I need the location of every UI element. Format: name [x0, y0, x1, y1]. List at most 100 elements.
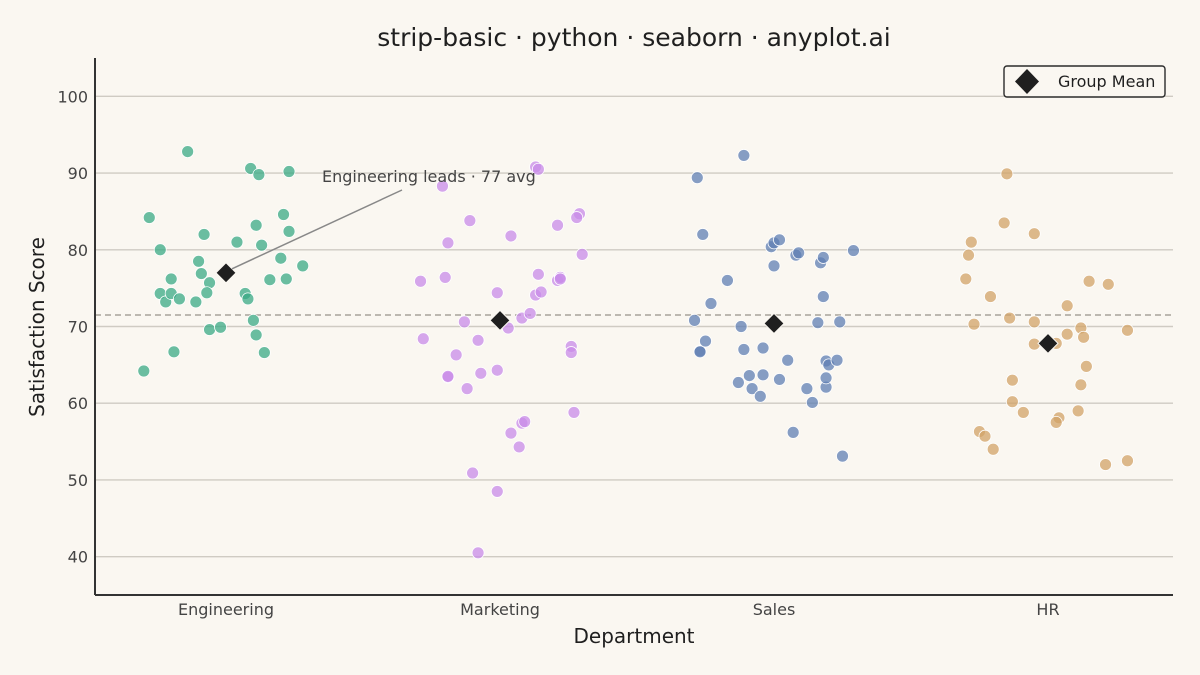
- point-marketing: [416, 332, 430, 346]
- point-hr: [1074, 378, 1088, 392]
- point-sales: [704, 297, 718, 310]
- point-hr: [1101, 277, 1115, 291]
- point-marketing: [474, 366, 488, 380]
- point-sales: [836, 449, 849, 463]
- point-marketing: [471, 546, 485, 560]
- point-engineering: [296, 259, 310, 273]
- point-sales: [693, 345, 707, 359]
- point-sales: [811, 316, 825, 330]
- point-marketing: [414, 274, 427, 288]
- point-hr: [1060, 327, 1074, 341]
- point-hr: [1121, 323, 1134, 337]
- y-tick-label: 60: [68, 394, 88, 413]
- chart-title: strip-basic · python · seaborn · anyplot…: [377, 23, 890, 52]
- point-sales: [792, 246, 806, 260]
- point-marketing: [504, 229, 518, 243]
- point-hr: [1077, 330, 1091, 344]
- point-engineering: [241, 292, 255, 306]
- point-hr: [984, 290, 997, 303]
- point-engineering: [230, 235, 244, 249]
- point-engineering: [214, 320, 227, 334]
- point-marketing: [518, 415, 532, 429]
- point-marketing: [436, 179, 449, 193]
- point-hr: [1027, 315, 1041, 329]
- point-hr: [1071, 404, 1085, 418]
- point-marketing: [564, 346, 578, 359]
- point-marketing: [512, 440, 526, 454]
- point-hr: [1005, 395, 1019, 409]
- axes: [94, 58, 1173, 596]
- point-marketing: [441, 369, 455, 383]
- mean-diamond-engineering: [215, 262, 237, 284]
- point-hr: [959, 272, 973, 286]
- point-engineering: [181, 145, 195, 158]
- point-marketing: [490, 363, 504, 377]
- point-marketing: [441, 236, 455, 250]
- point-engineering: [194, 267, 208, 280]
- point-sales: [731, 376, 745, 389]
- point-sales: [816, 290, 830, 303]
- point-sales: [745, 382, 759, 396]
- point-marketing: [551, 218, 564, 232]
- point-hr: [986, 442, 1000, 456]
- point-engineering: [142, 211, 156, 224]
- point-sales: [690, 171, 704, 185]
- point-hr: [997, 216, 1011, 230]
- mean-diamond-sales: [763, 312, 785, 335]
- point-marketing: [449, 348, 463, 362]
- point-marketing: [466, 466, 480, 480]
- point-marketing: [531, 267, 545, 281]
- point-hr: [964, 235, 978, 249]
- point-engineering: [282, 224, 296, 238]
- point-hr: [1079, 359, 1093, 373]
- x-tick-labels: Engineering Marketing Sales HR: [178, 600, 1060, 619]
- point-marketing: [575, 247, 589, 261]
- y-tick-label: 80: [68, 241, 88, 260]
- point-hr: [1003, 311, 1017, 325]
- point-marketing: [490, 485, 504, 498]
- point-engineering: [279, 272, 293, 286]
- point-sales: [786, 425, 800, 439]
- point-marketing: [490, 286, 504, 300]
- point-sales: [819, 371, 833, 385]
- point-engineering: [173, 292, 186, 306]
- point-engineering: [200, 286, 214, 300]
- point-sales: [753, 389, 767, 403]
- point-engineering: [164, 272, 178, 286]
- point-engineering: [189, 295, 203, 309]
- legend-diamond-icon: [1015, 69, 1039, 94]
- point-marketing: [463, 214, 477, 228]
- y-tick-label: 50: [68, 471, 88, 490]
- point-hr: [1005, 373, 1019, 387]
- point-sales: [734, 320, 748, 333]
- point-engineering: [252, 168, 266, 182]
- y-tick-label: 70: [68, 318, 88, 337]
- group-means: [215, 262, 1059, 355]
- point-sales: [737, 343, 751, 356]
- point-sales: [721, 274, 734, 287]
- point-engineering: [255, 238, 269, 252]
- point-engineering: [274, 251, 288, 265]
- point-engineering: [277, 208, 290, 221]
- point-sales: [696, 228, 710, 241]
- y-tick-labels: 40 50 60 70 80 90 100: [57, 87, 88, 566]
- point-sales: [773, 233, 786, 247]
- point-marketing: [504, 426, 518, 440]
- annotation-label: Engineering leads · 77 avg: [322, 167, 536, 186]
- point-engineering: [192, 254, 206, 268]
- point-hr: [1027, 227, 1041, 241]
- x-tick-label: Sales: [753, 600, 796, 619]
- point-engineering: [153, 243, 167, 257]
- x-axis-title: Department: [573, 624, 694, 648]
- point-marketing: [457, 315, 471, 329]
- point-sales: [800, 382, 814, 396]
- point-hr: [967, 317, 981, 331]
- point-sales: [699, 334, 712, 348]
- point-hr: [1082, 274, 1096, 288]
- x-tick-label: Marketing: [460, 600, 540, 619]
- point-marketing: [523, 307, 537, 320]
- point-hr: [1000, 167, 1014, 181]
- x-tick-label: HR: [1036, 600, 1059, 619]
- data-points: [137, 145, 1134, 560]
